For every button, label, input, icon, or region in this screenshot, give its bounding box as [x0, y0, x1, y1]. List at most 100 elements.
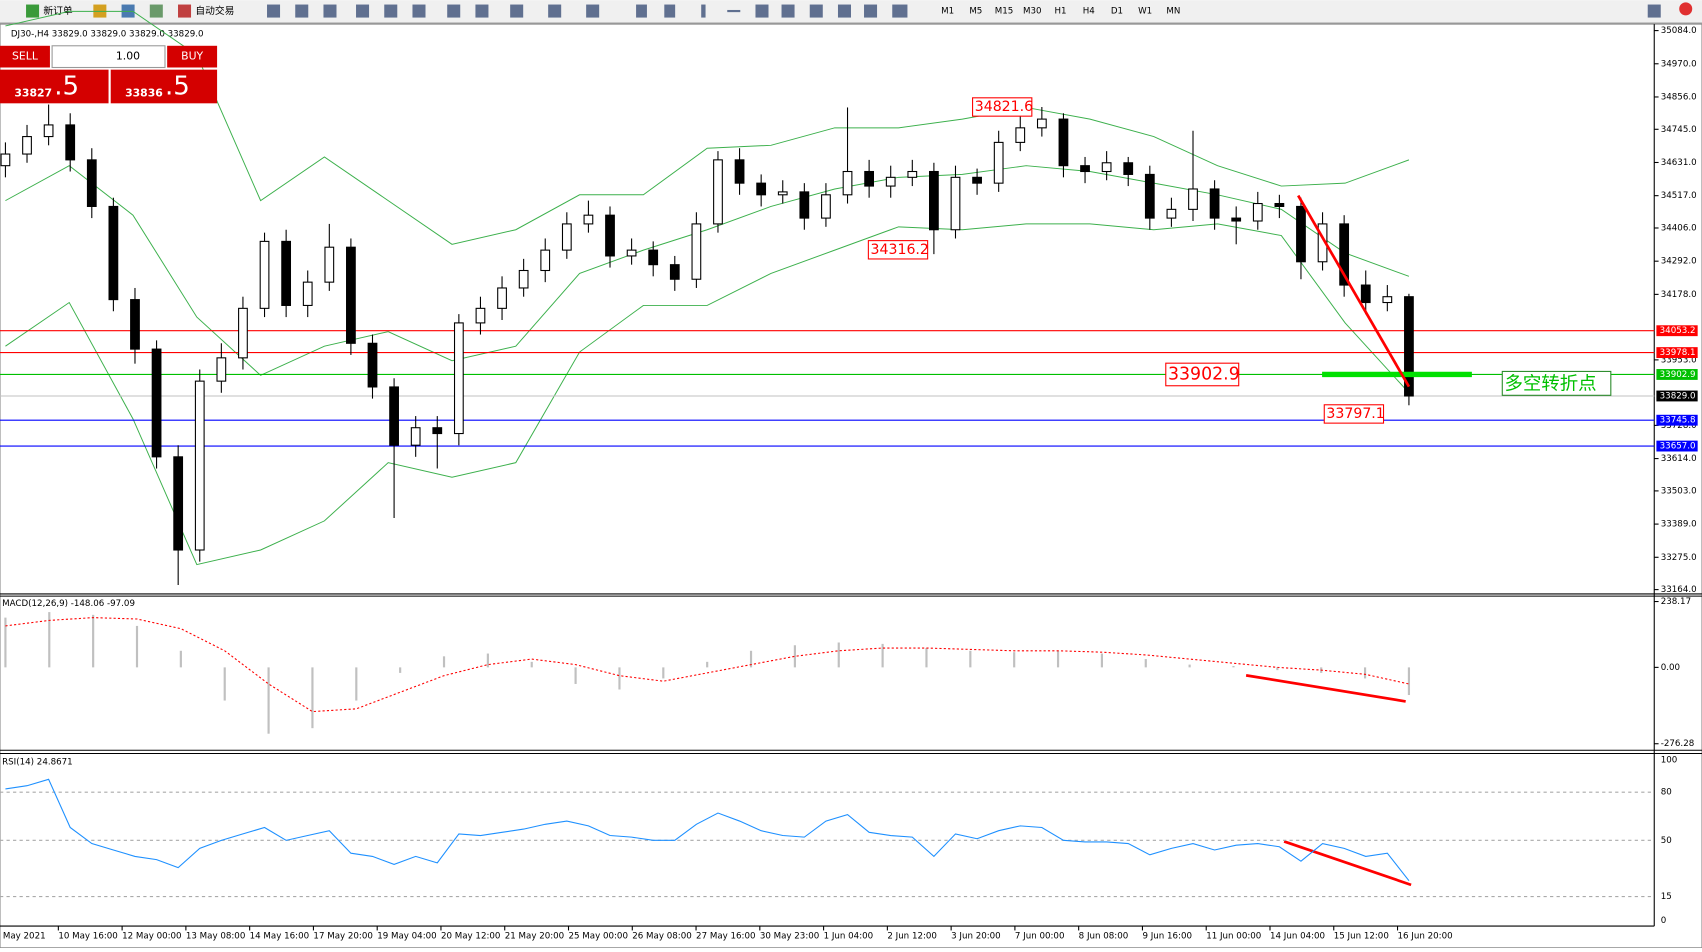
rsi-line [5, 778, 1410, 882]
candle-body [907, 170, 918, 178]
candle-body [1144, 173, 1155, 219]
price-annotation-box [1323, 404, 1385, 424]
y-tick-label: 34745.0 [1661, 125, 1697, 135]
candle-body [540, 249, 551, 272]
buy-label[interactable]: BUY [181, 50, 203, 63]
y-tick-label: 34178.0 [1661, 290, 1697, 300]
tool-icon[interactable] [864, 4, 878, 18]
y-tick-label: 33728.0 [1661, 421, 1697, 431]
price-level-tag [1656, 414, 1698, 426]
candle-body [821, 194, 831, 219]
auto-trading-button[interactable]: 自动交易 [195, 4, 234, 17]
tool-icon[interactable] [701, 4, 706, 18]
candle-body [324, 246, 335, 283]
tool-icon[interactable] [267, 4, 281, 18]
trend-arrow [1297, 194, 1411, 388]
price-annotation-box [972, 97, 1033, 117]
macd-bar [1276, 667, 1279, 671]
time-label: 3 Jun 20:00 [951, 931, 1001, 941]
sell-label[interactable]: SELL [12, 50, 38, 63]
timeframe-button[interactable]: M30 [1023, 7, 1042, 17]
tool-icon[interactable] [149, 4, 163, 18]
tool-icon[interactable] [727, 9, 741, 13]
y-tick-label: 0 [1661, 916, 1667, 926]
timeframe-button[interactable]: H1 [1054, 7, 1066, 17]
candle-body [1209, 188, 1220, 219]
timeframe-button[interactable]: W1 [1138, 7, 1152, 17]
tool-icon[interactable] [755, 4, 769, 18]
time-label: 26 May 08:00 [632, 931, 691, 941]
tool-icon[interactable] [475, 4, 489, 18]
macd-bar [925, 648, 928, 668]
tool-icon[interactable] [837, 4, 851, 18]
price-level-label: 33829.0 [1660, 391, 1696, 401]
buy-button[interactable] [167, 45, 218, 68]
tool-icon[interactable] [892, 4, 908, 18]
tool-icon[interactable] [447, 4, 461, 18]
tool-icon[interactable] [412, 4, 426, 18]
macd-bar [749, 650, 753, 668]
timeframe-button[interactable]: MN [1166, 7, 1180, 17]
tool-icon[interactable] [636, 4, 647, 18]
timeframe-button[interactable]: D1 [1111, 7, 1123, 17]
tool-icon[interactable] [781, 4, 795, 18]
macd-bar [48, 612, 51, 668]
time-label: 7 May 2021 [0, 931, 46, 941]
macd-bar [135, 625, 139, 668]
timeframe-button[interactable]: H4 [1083, 7, 1096, 17]
y-tick-label: 34631.0 [1661, 158, 1697, 168]
candle-body [972, 176, 982, 184]
search-icon[interactable] [1647, 4, 1661, 18]
time-label: 10 May 16:00 [58, 931, 117, 941]
time-label: 13 May 08:00 [186, 931, 245, 941]
time-label: 27 May 16:00 [696, 931, 755, 941]
lots-value[interactable]: 1.00 [116, 50, 140, 63]
new-order-icon[interactable] [26, 4, 40, 18]
candle-body [1166, 208, 1177, 219]
rsi-title: RSI(14) 24.8671 [2, 758, 73, 768]
tool-icon[interactable] [664, 4, 676, 18]
time-label: 25 May 00:00 [569, 931, 628, 941]
candle-body [1058, 118, 1069, 167]
tool-icon[interactable] [548, 4, 562, 18]
timeframe-button[interactable]: M5 [969, 7, 982, 17]
tool-icon[interactable] [295, 4, 309, 18]
time-label: 14 Jun 04:00 [1270, 931, 1325, 941]
lots-input[interactable] [51, 45, 166, 69]
macd-bar [574, 667, 577, 684]
candle-body [561, 223, 572, 251]
candle-body [1252, 202, 1263, 222]
macd-bar [793, 645, 796, 668]
ask-box[interactable] [110, 69, 218, 104]
y-tick-label: 35084.0 [1661, 26, 1697, 36]
candle-body [108, 205, 119, 301]
macd-bar [662, 667, 665, 679]
tool-icon[interactable] [323, 4, 337, 18]
price-annotation-box [867, 240, 929, 260]
price-annotation: 34316.2 [871, 242, 929, 258]
tool-icon[interactable] [510, 4, 524, 18]
tool-icon[interactable] [356, 4, 370, 18]
macd-signal [5, 617, 1410, 713]
price-level-tag [1656, 325, 1698, 337]
auto-trading-icon[interactable] [178, 4, 192, 18]
candle-body [432, 427, 443, 435]
tool-icon[interactable] [384, 4, 398, 18]
tool-icon[interactable] [586, 4, 600, 18]
y-tick-label: 50 [1661, 836, 1672, 846]
macd-bar [706, 661, 709, 668]
candle-body [410, 427, 421, 446]
sell-button[interactable] [0, 45, 50, 68]
notification-icon[interactable] [1679, 2, 1693, 16]
bid-box[interactable] [0, 69, 109, 104]
price-level-tag [1656, 390, 1698, 402]
timeframe-button[interactable]: M1 [941, 7, 954, 17]
tool-icon[interactable] [809, 4, 823, 18]
timeframe-button[interactable]: M15 [995, 7, 1014, 17]
macd-bar [1013, 652, 1016, 668]
new-order-button[interactable]: 新订单 [43, 4, 72, 17]
time-label: 14 May 16:00 [250, 931, 309, 941]
time-label: 2 Jun 12:00 [887, 931, 937, 941]
macd-bar [1407, 667, 1411, 696]
